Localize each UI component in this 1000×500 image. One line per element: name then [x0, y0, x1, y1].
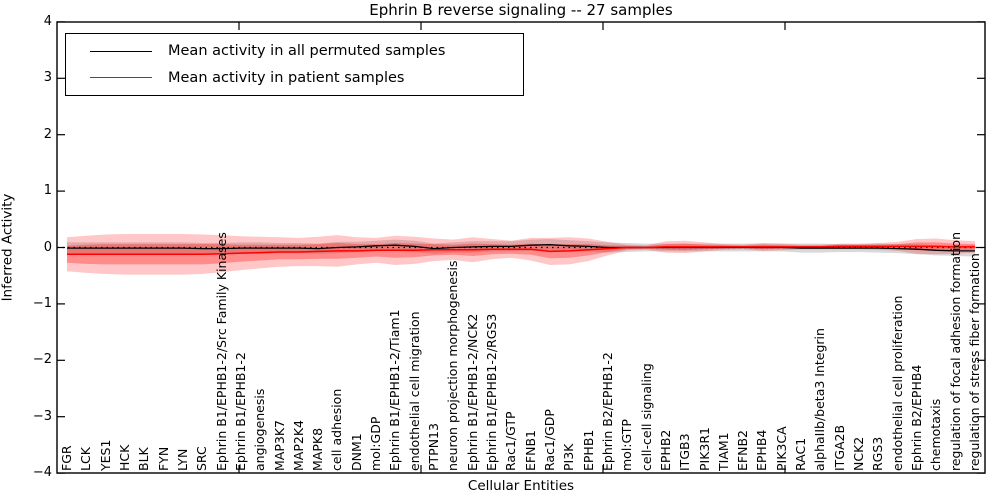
chart-title: Ephrin B reverse signaling -- 27 samples [369, 1, 673, 19]
x-tick-label: cell-cell signaling [638, 363, 654, 471]
x-tick-label: PI3K [561, 443, 577, 471]
x-tick-label: cell adhesion [329, 388, 345, 471]
patient-line-swatch [90, 77, 152, 79]
legend-label: Mean activity in all permuted samples [168, 43, 446, 60]
permuted-mean-line [67, 244, 975, 252]
x-tick-label: mol:GTP [619, 419, 635, 471]
x-tick-label: neuron projection morphogenesis [445, 260, 461, 471]
x-tick-label: regulation of focal adhesion formation [947, 232, 963, 471]
x-tick-label: alphaIIb/beta3 Integrin [812, 328, 828, 471]
x-tick-label: RGS3 [870, 436, 886, 471]
x-tick-label: chemotaxis [928, 398, 944, 471]
x-tick-label: Ephrin B1/EPHB1-2/NCK2 [464, 313, 480, 471]
y-tick-label: 1 [43, 183, 52, 199]
x-tick-label: EPHB2 [657, 429, 673, 471]
y-tick-label: 4 [43, 13, 52, 29]
x-tick-label: FYN [155, 446, 171, 471]
y-tick-label: −4 [32, 465, 52, 481]
x-tick-label: PIK3CA [773, 426, 789, 471]
legend-item-patient: Mean activity in patient samples [66, 66, 523, 90]
x-tick-label: RAC1 [793, 437, 809, 471]
x-tick-label: angiogenesis [252, 388, 268, 471]
x-tick-label: MAP2K4 [290, 420, 306, 471]
y-tick-label: −1 [32, 295, 52, 311]
x-tick-label: LCK [78, 447, 94, 471]
x-tick-label: ITGB3 [677, 433, 693, 471]
x-tick-label: Ephrin B1/EPHB1-2 [232, 352, 248, 471]
x-tick-label: HCK [116, 444, 132, 471]
x-tick-label: MAPK8 [310, 427, 326, 471]
legend: Mean activity in all permuted samples Me… [65, 33, 524, 96]
x-tick-label: LYN [174, 448, 190, 471]
x-tick-label: Ephrin B2/EPHB4 [909, 364, 925, 471]
x-tick-label: endothelial cell migration [406, 311, 422, 471]
x-tick-label: EPHB1 [580, 429, 596, 471]
x-tick-label: Ephrin B1/EPHB1-2/Src Family Kinases [213, 232, 229, 471]
x-tick-label: FGR [59, 445, 74, 471]
x-tick-label: Ephrin B2/EPHB1-2 [599, 352, 615, 471]
x-tick-label: NCK2 [851, 436, 867, 471]
x-tick-label: TIAM1 [715, 432, 731, 471]
x-tick-label: endothelial cell proliferation [889, 295, 905, 471]
x-tick-label: ITGA2B [831, 424, 847, 471]
x-tick-label: EFNB1 [522, 430, 538, 471]
y-tick-label: 0 [43, 239, 52, 255]
x-tick-label: PIK3R1 [696, 426, 712, 471]
legend-label: Mean activity in patient samples [168, 69, 405, 86]
x-tick-label: BLK [136, 447, 152, 471]
x-tick-label: regulation of stress fiber formation [966, 253, 982, 471]
patient-mean-line [67, 245, 975, 256]
y-tick-label: −2 [32, 352, 52, 368]
x-tick-label: DNM1 [348, 433, 364, 471]
y-tick-label: 2 [43, 126, 52, 142]
y-axis-title: Inferred Activity [0, 193, 16, 302]
x-tick-label: mol:GDP [368, 416, 384, 471]
x-tick-label: EFNB2 [735, 430, 751, 471]
x-tick-label: SRC [194, 446, 210, 471]
x-tick-label: MAP3K7 [271, 420, 287, 471]
y-tick-label: −3 [32, 408, 52, 424]
legend-item-permuted: Mean activity in all permuted samples [66, 39, 523, 63]
x-tick-label: EPHB4 [754, 429, 770, 471]
x-axis-title: Cellular Entities [467, 478, 575, 494]
permuted-line-swatch [90, 50, 152, 52]
x-tick-label: PTPN13 [426, 423, 442, 471]
patient-samples-outer-band [67, 234, 975, 275]
x-tick-label: Rac1/GTP [503, 411, 519, 471]
x-tick-label: Ephrin B1/EPHB1-2/RGS3 [484, 313, 500, 471]
y-tick-label: 3 [43, 70, 52, 86]
x-tick-label: Rac1/GDP [541, 409, 557, 471]
x-tick-label: YES1 [97, 439, 113, 471]
x-tick-label: Ephrin B1/EPHB1-2/Tiam1 [387, 309, 403, 471]
